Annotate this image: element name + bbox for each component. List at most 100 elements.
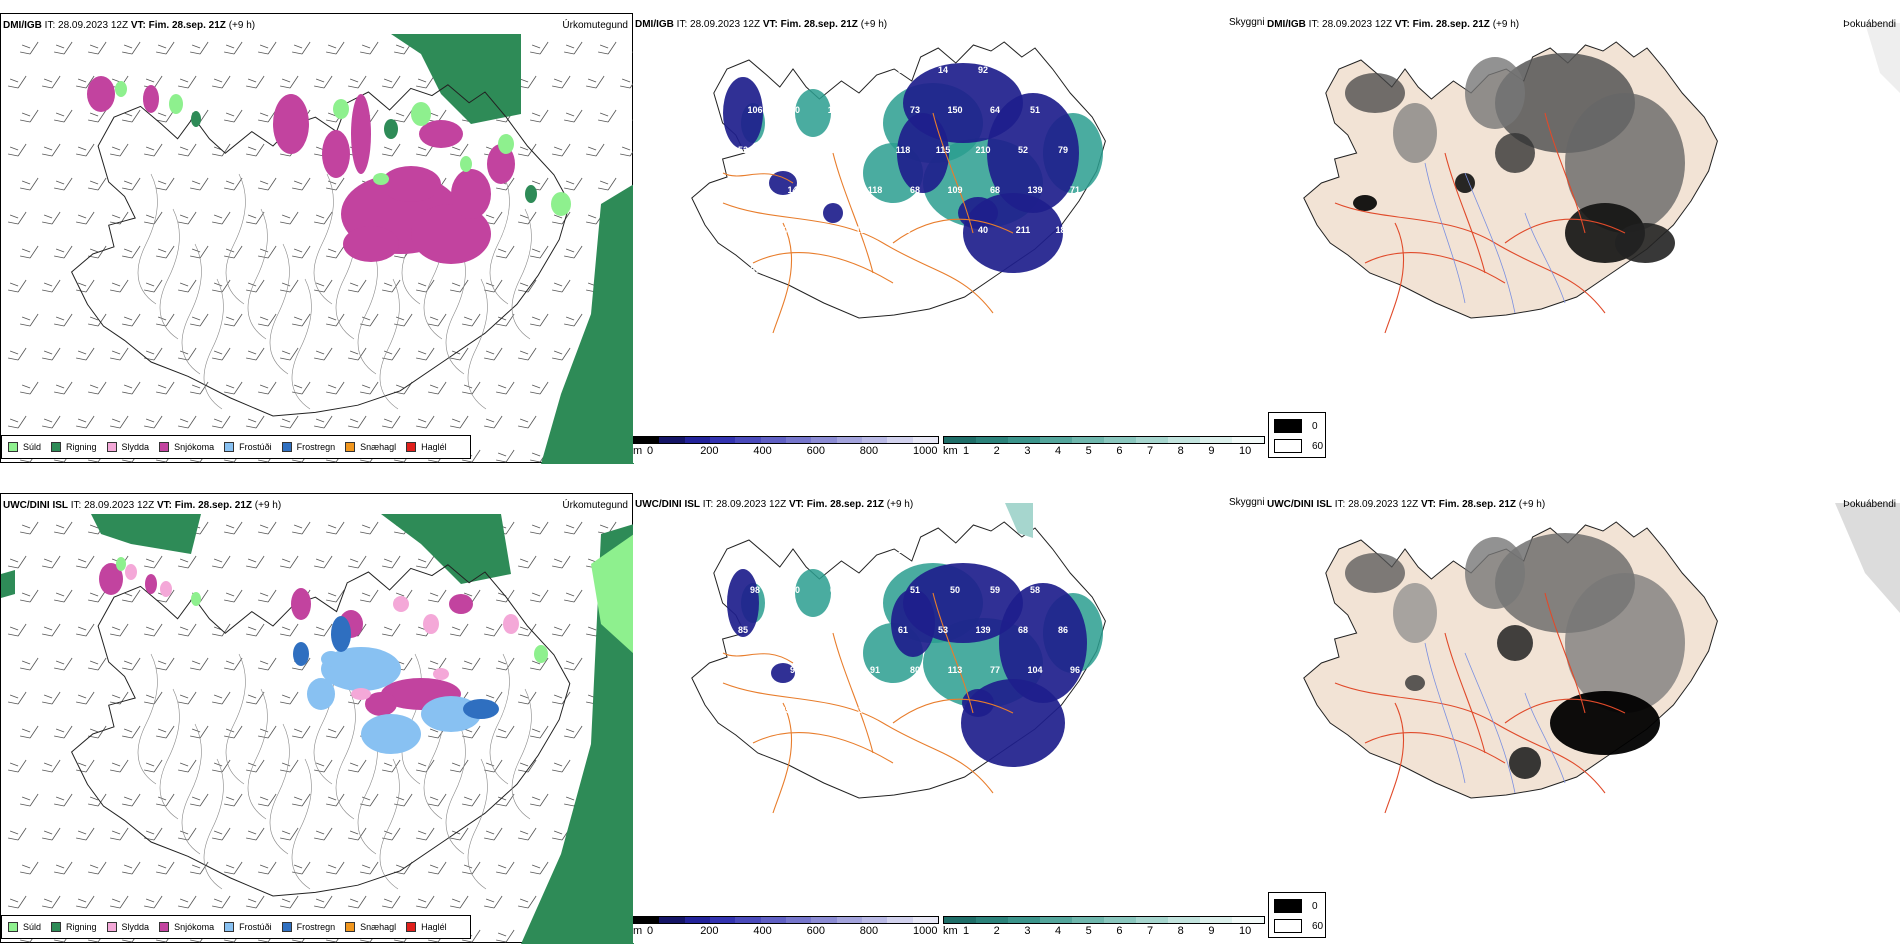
cloud-base-label: 14: [938, 65, 948, 75]
road: [932, 592, 974, 714]
wind-barb: [564, 177, 583, 191]
wind-barb: [416, 279, 435, 293]
cloud-base-label: 53: [938, 625, 948, 635]
legend-item-haglel: Haglél: [406, 922, 447, 932]
bw-legend-bottom: 0 60: [1268, 892, 1326, 938]
drizzle-area: [116, 557, 126, 571]
wind-barb: [156, 313, 175, 327]
colorbar-unit: m: [633, 925, 643, 937]
wind-barb: [178, 415, 197, 429]
legend-swatch: [106, 922, 117, 932]
wind-barb: [258, 41, 277, 55]
wind-barb: [156, 381, 175, 395]
cloud-base-label: 52: [738, 145, 748, 155]
colorbar-cell: [659, 437, 685, 443]
legend-label: Súld: [23, 442, 42, 452]
wind-barb: [280, 279, 299, 293]
colorbar-cell: [887, 917, 913, 923]
drizzle-area: [498, 134, 514, 154]
wind-barb: [190, 725, 209, 739]
legend-swatch: [345, 442, 356, 452]
wind-barb: [382, 75, 401, 89]
river-line: [225, 653, 246, 785]
cloud-base-label: 38: [818, 545, 828, 555]
visibility-area: [795, 89, 831, 137]
legend-item-snaehagl: Snæhagl: [345, 442, 396, 452]
cloud-base-area: [769, 171, 797, 195]
wind-barb: [212, 895, 231, 909]
wind-barb: [552, 211, 571, 225]
legend-label: Frostúði: [239, 442, 272, 452]
road-network: [722, 112, 1014, 334]
colorbar-cell: [760, 437, 786, 443]
wind-barb: [54, 657, 73, 671]
colorbar-cell: [1136, 917, 1168, 923]
colorbar-labels: km 1 2 3 4 5 6 7 8 9 10: [943, 444, 1265, 458]
colorbar-cells: [633, 916, 939, 924]
legend-swatch: [159, 922, 170, 932]
river-line: [159, 208, 180, 340]
legend-swatch: [8, 922, 18, 932]
road: [1504, 218, 1626, 244]
legend-swatch: [8, 442, 18, 452]
wind-barb: [530, 589, 549, 603]
wind-barb: [42, 347, 61, 361]
rain-area: [191, 111, 201, 127]
snow-area: [291, 588, 311, 620]
colorbar-cell: [836, 917, 862, 923]
fog-area: [1550, 691, 1660, 755]
wind-barb: [620, 146, 634, 157]
wind-barb: [292, 521, 311, 535]
road: [892, 218, 1014, 244]
wind-barb: [326, 793, 345, 807]
bw-swatch: [1274, 919, 1302, 933]
wind-barb: [258, 381, 277, 395]
river-line: [467, 758, 488, 890]
cloud-base-label: 98: [750, 585, 760, 595]
wind-barb: [428, 793, 447, 807]
wind-barb: [530, 657, 549, 671]
snow-area: [365, 692, 397, 716]
wind-barb: [224, 177, 243, 191]
drizzle-area: [373, 173, 389, 185]
drizzle-area: [591, 534, 634, 654]
wind-barb: [144, 415, 163, 429]
wind-barb: [496, 793, 515, 807]
cloud-base-area: [823, 203, 843, 223]
colorbar-m-bottom: m 0 200 400 600 800 1000: [633, 916, 939, 938]
colorbar-tick-label: 800: [859, 445, 879, 457]
road-network: [1334, 112, 1626, 334]
sleet-area: [423, 614, 439, 634]
wind-barb: [280, 691, 299, 705]
wind-barb: [88, 861, 107, 875]
cloud-base-label: 59: [978, 545, 988, 555]
wind-barb: [20, 793, 39, 807]
cloud-base-label: 97: [858, 545, 868, 555]
wind-barb: [88, 657, 107, 671]
colorbar-cell: [1072, 437, 1104, 443]
cloud-base-label: 147: [787, 185, 802, 195]
freezing-drizzle-area: [321, 651, 341, 667]
colorbar-tick-label: 0: [647, 445, 654, 457]
wind-barb: [326, 177, 345, 191]
wind-barb: [54, 521, 73, 535]
fog-area: [1565, 573, 1685, 713]
wind-barb: [496, 929, 515, 943]
wind-barb: [314, 555, 333, 569]
cloud-base-label: 59: [1058, 545, 1068, 555]
wind-barb: [224, 109, 243, 123]
wind-barb: [450, 279, 469, 293]
wind-barb: [76, 555, 95, 569]
road: [722, 202, 994, 314]
wind-barb: [518, 827, 537, 841]
river-line: [247, 208, 268, 340]
snow-area: [351, 94, 371, 174]
colorbar-labels: m 0 200 400 600 800 1000: [633, 444, 939, 458]
fog-area: [1615, 223, 1675, 263]
colorbar-cells: [633, 436, 939, 444]
cloud-base-label: 68: [910, 185, 920, 195]
wind-barb: [530, 109, 549, 123]
wind-barb: [54, 245, 73, 259]
wind-barb: [76, 75, 95, 89]
cloud-base-label: 125: [855, 225, 870, 235]
